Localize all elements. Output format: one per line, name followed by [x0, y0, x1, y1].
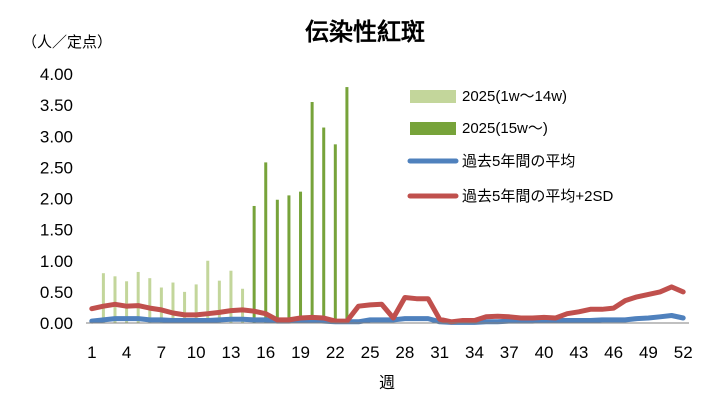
legend-label: 過去5年間の平均+2SD [462, 188, 613, 205]
y-tick-label: 2.00 [40, 190, 73, 209]
bar [101, 273, 105, 323]
bar [322, 127, 326, 323]
legend-label: 2025(15w～) [462, 120, 548, 137]
y-tick-label: 3.00 [40, 127, 73, 146]
bar [299, 191, 303, 323]
bar [333, 144, 337, 323]
legend-swatch [410, 90, 456, 103]
bar [125, 281, 129, 323]
bar [183, 291, 187, 323]
bar [194, 284, 198, 323]
y-tick-label: 1.00 [40, 252, 73, 271]
bar [113, 276, 117, 323]
x-axis-label: 週 [379, 373, 395, 392]
x-tick-label: 7 [157, 343, 166, 362]
y-tick-label: 2.50 [40, 158, 73, 177]
bar [345, 87, 349, 323]
legend-label: 過去5年間の平均 [462, 153, 575, 170]
legend-swatch [410, 122, 456, 135]
y-tick-label: 3.50 [40, 96, 73, 115]
legend: 2025(1w～14w) 2025(15w～) 過去5年間の平均過去5年間の平均+2… [407, 88, 613, 205]
chart-title: 伝染性紅斑 [305, 18, 425, 46]
bar [241, 288, 245, 323]
y-tick-label: 1.50 [40, 221, 73, 240]
x-tick-label: 49 [639, 343, 658, 362]
x-axis: 1 4 7 10 13 16 19 22 25 28 31 34 37 40 43 46 49 52 [87, 343, 693, 362]
bar [171, 282, 175, 323]
x-tick-label: 37 [500, 343, 519, 362]
y-tick-label: 0.50 [40, 283, 73, 302]
x-tick-label: 34 [465, 343, 484, 362]
bar [159, 287, 163, 323]
line-series [89, 284, 686, 325]
bar [229, 270, 233, 323]
x-tick-label: 25 [361, 343, 380, 362]
bar [252, 205, 256, 323]
x-tick-label: 4 [122, 343, 131, 362]
x-tick-label: 46 [604, 343, 623, 362]
x-tick-label: 19 [291, 343, 310, 362]
bar-series [90, 87, 349, 323]
x-tick-label: 28 [395, 343, 414, 362]
y-tick-label: 0.00 [40, 314, 73, 333]
legend-label: 2025(1w～14w) [462, 88, 567, 105]
y-axis-label: （人／定点） [22, 33, 112, 51]
bar [275, 199, 279, 323]
y-tick-label: 4.00 [40, 65, 73, 84]
bar [287, 195, 291, 323]
x-tick-label: 13 [221, 343, 240, 362]
x-tick-label: 10 [187, 343, 206, 362]
bar [136, 271, 140, 323]
x-tick-label: 31 [430, 343, 449, 362]
series-line [89, 313, 686, 325]
x-tick-label: 52 [674, 343, 693, 362]
x-tick-label: 40 [535, 343, 554, 362]
bar [217, 280, 221, 323]
series-line [89, 284, 686, 325]
x-tick-label: 1 [87, 343, 96, 362]
y-axis: 0.00 0.50 1.00 1.50 2.00 2.50 3.00 3.50 4.00 [40, 65, 73, 333]
bar [148, 278, 152, 323]
x-tick-label: 22 [326, 343, 345, 362]
x-tick-label: 16 [256, 343, 275, 362]
bar [310, 102, 314, 323]
bar [206, 260, 210, 323]
bar [264, 162, 268, 323]
x-tick-label: 43 [569, 343, 588, 362]
